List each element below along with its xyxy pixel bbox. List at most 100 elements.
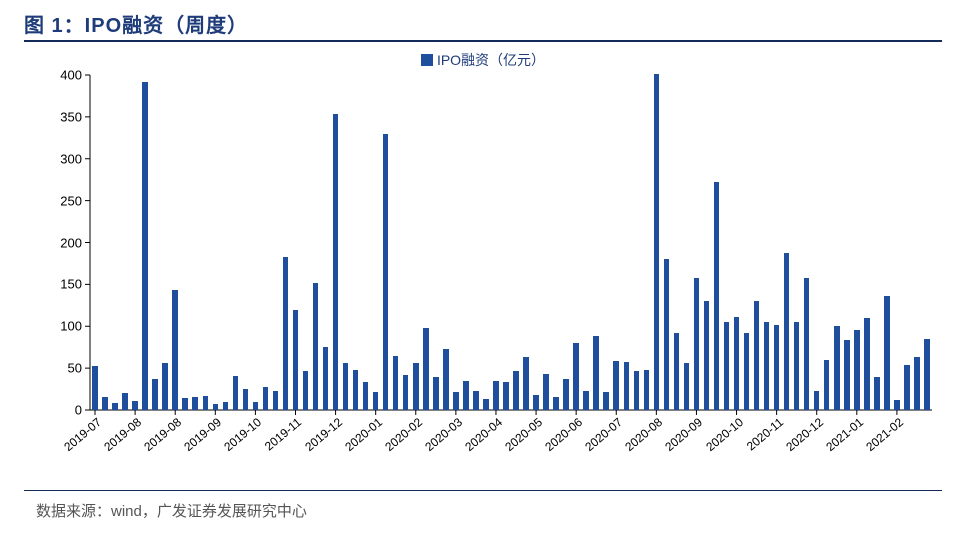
x-tick-label: 2019-07 [61,415,104,454]
bar [493,381,499,410]
bar [373,392,379,410]
bar [593,336,599,410]
bar [192,397,198,410]
bar [343,363,349,410]
bar [824,360,830,410]
bar [624,362,630,410]
bar [844,340,850,410]
bar [383,134,389,410]
bar [463,381,469,410]
bar [784,253,790,410]
bar [483,399,489,410]
x-tick-label: 2020-06 [542,415,585,454]
figure-container: 图 1：IPO融资（周度） IPO融资（亿元） 0501001502002503… [0,0,966,535]
x-tick-label: 2019-09 [182,415,225,454]
bar [433,377,439,411]
bar [924,339,930,410]
bar [694,278,700,410]
bar [353,370,359,410]
bar [102,397,108,410]
bar [132,401,138,410]
bar [714,182,720,410]
source-label: 数据来源：wind，广发证券发展研究中心 [36,500,307,521]
y-tick-label: 300 [60,151,82,166]
bar [172,290,178,410]
bar [754,301,760,410]
bar [283,257,289,410]
y-tick-label: 350 [60,109,82,124]
bar [333,114,339,410]
x-tick-label: 2021-01 [823,415,866,454]
bar [613,361,619,410]
bar [413,363,419,410]
x-tick-label: 2020-09 [663,415,706,454]
bar [122,393,128,410]
bar [744,333,750,410]
bar [403,375,409,410]
bar [533,395,539,410]
x-tick-label: 2020-12 [783,415,826,454]
x-tick-label: 2020-02 [382,415,425,454]
bar [112,403,118,410]
y-tick-label: 150 [60,277,82,292]
bar [724,322,730,410]
x-tick-label: 2021-02 [863,415,906,454]
x-axis-labels: 2019-072019-082019-082019-092019-102019-… [90,415,932,485]
y-tick-label: 400 [60,68,82,83]
chart-plot-area: 050100150200250300350400 [90,75,932,410]
x-tick-label: 2019-08 [101,415,144,454]
bar [263,387,269,410]
figure-title: 图 1：IPO融资（周度） [24,9,248,38]
x-tick-label: 2020-10 [703,415,746,454]
bar [513,371,519,410]
x-tick-label: 2020-11 [744,415,786,453]
y-tick-label: 50 [68,361,82,376]
x-tick-label: 2019-11 [262,415,304,453]
bar [734,317,740,410]
bar [874,377,880,411]
x-tick-label: 2020-01 [342,415,385,454]
bar [884,296,890,410]
bar [313,283,319,410]
bar [563,379,569,410]
bar [92,366,98,410]
x-tick-label: 2020-05 [502,415,545,454]
bar [804,278,810,410]
bar [503,382,509,410]
footer-rule [24,490,942,491]
y-tick-label: 200 [60,235,82,250]
bar [664,259,670,410]
bar [393,356,399,410]
bar [583,391,589,410]
bar [684,363,690,410]
bar [253,402,259,410]
bar [303,371,309,410]
bars-layer [90,75,932,410]
y-tick-label: 0 [75,403,82,418]
bar [794,322,800,410]
bar [774,325,780,410]
bar [834,326,840,410]
x-tick-label: 2019-12 [302,415,345,454]
bar [864,318,870,410]
bar [142,82,148,410]
y-tick-label: 100 [60,319,82,334]
x-tick-label: 2020-03 [422,415,465,454]
x-tick-label: 2020-04 [462,415,505,454]
x-tick-label: 2019-10 [222,415,265,454]
bar [644,370,650,410]
bar [423,328,429,410]
bar [473,391,479,410]
bar [523,357,529,410]
bar [894,400,900,410]
bar [543,374,549,410]
bar [634,371,640,410]
bar [443,349,449,410]
bar [904,365,910,410]
bar [704,301,710,410]
x-tick-label: 2020-07 [583,415,626,454]
bar [182,398,188,410]
legend-label: IPO融资（亿元） [437,52,545,68]
bar [854,330,860,410]
bar [914,357,920,410]
